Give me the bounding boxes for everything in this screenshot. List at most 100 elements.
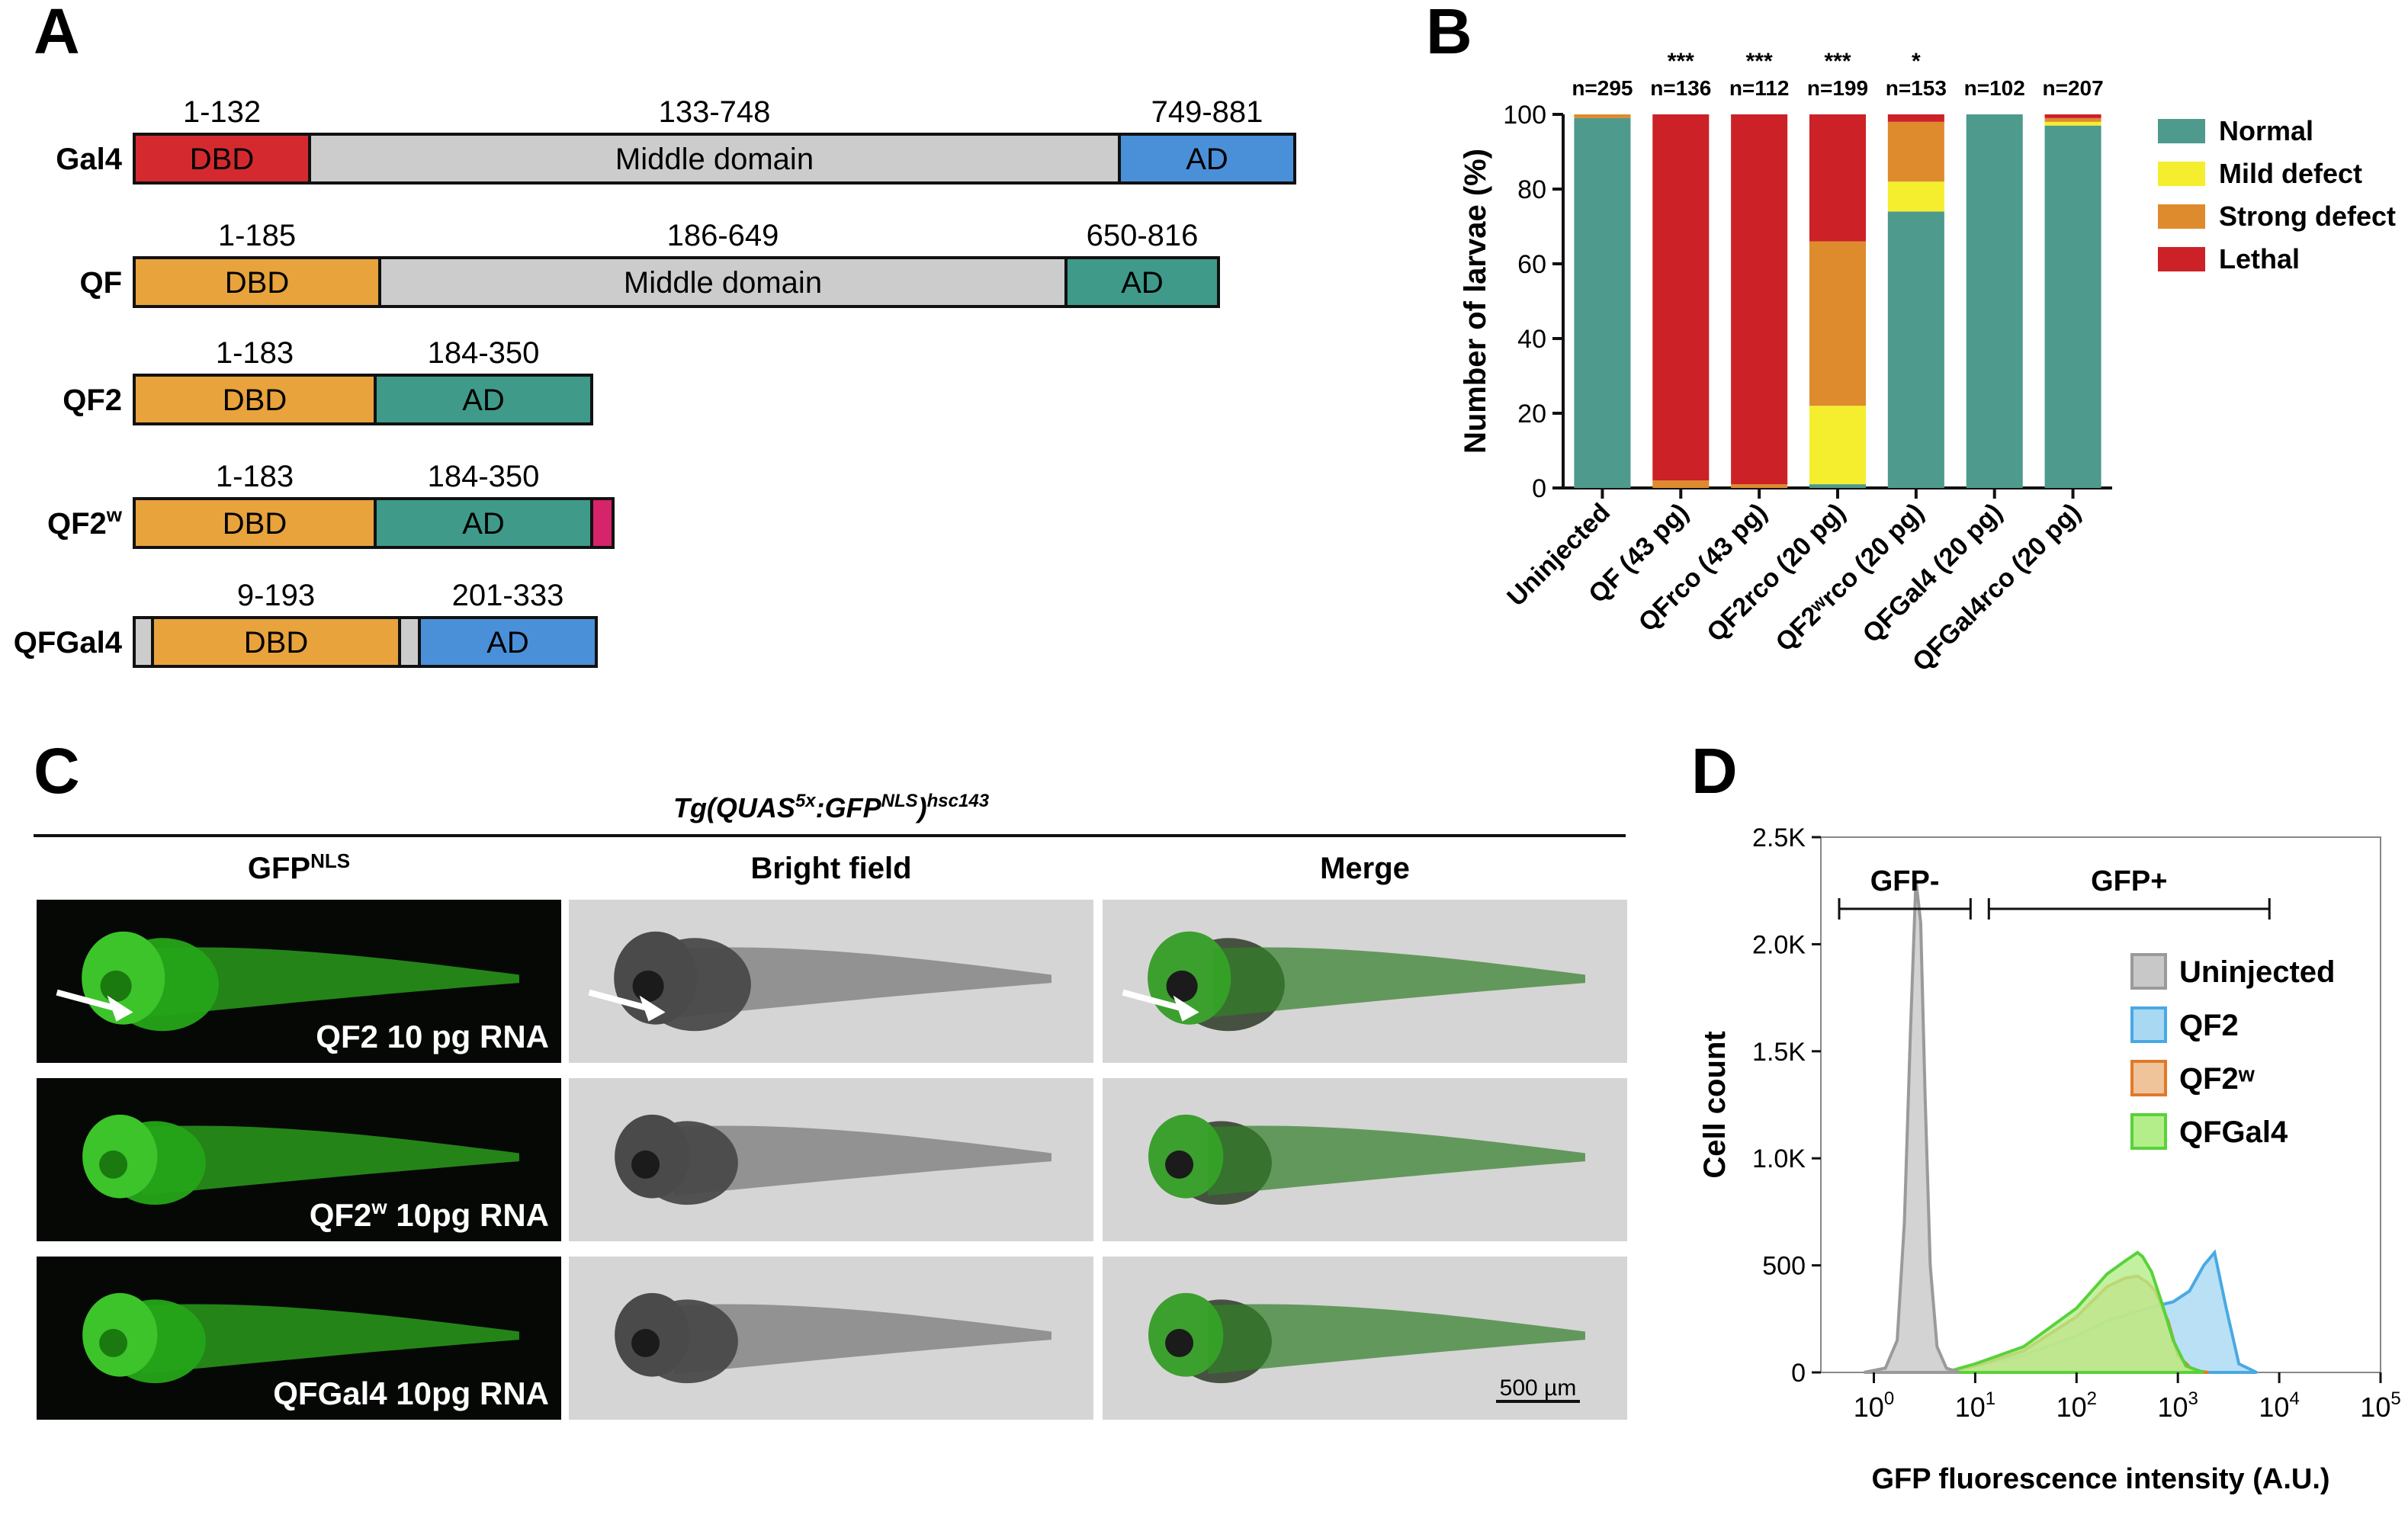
gate-label: GFP+ — [2091, 865, 2167, 897]
x-tick-exp: 4 — [2289, 1388, 2299, 1409]
bar-segment — [2044, 125, 2101, 488]
n-label: n=136 — [1650, 76, 1711, 100]
domain-label: AD — [1186, 143, 1228, 176]
domain-label: Middle domain — [624, 266, 822, 300]
larva-eye — [99, 1328, 128, 1357]
bar-segment — [1731, 114, 1788, 485]
larva-trunk — [1213, 947, 1585, 1018]
bar-segment — [2044, 117, 2101, 122]
row-label-pre: QF2 — [316, 1019, 378, 1054]
row-label-sup: w — [371, 1196, 387, 1218]
n-label: n=112 — [1729, 76, 1790, 100]
domain-segment — [374, 374, 593, 425]
arrow-head — [1173, 995, 1199, 1022]
larva-shape — [588, 931, 1051, 1032]
larva-trunk-gfp — [1213, 947, 1585, 1018]
significance-label: *** — [1746, 49, 1773, 74]
bar-segment — [1809, 241, 1867, 406]
larva-shape — [82, 1292, 519, 1384]
domain-segment — [133, 374, 377, 425]
domain-segment — [378, 256, 1068, 308]
image-tile — [1103, 1257, 1627, 1420]
larva-eye — [1165, 1328, 1194, 1357]
construct-name: QF — [79, 266, 122, 300]
x-tick-base: 10 — [2056, 1391, 2087, 1423]
construct-name: Gal4 — [56, 143, 122, 176]
larva-eye — [632, 970, 664, 1002]
gate-label: GFP- — [1870, 865, 1940, 897]
arrow-shaft — [588, 989, 653, 1013]
domain-segment — [1064, 256, 1220, 308]
image-tile — [1103, 1078, 1627, 1241]
x-tick-label: 102 — [2056, 1388, 2097, 1423]
larva-trunk — [1208, 1125, 1585, 1196]
y-tick-label: 100 — [1503, 101, 1546, 130]
n-label: n=207 — [2042, 76, 2103, 100]
larva-shape — [1148, 1114, 1585, 1205]
domain-segment — [590, 497, 615, 549]
image-tile: QFGal4 10pg RNA — [37, 1257, 561, 1420]
row-label-post: 10pg RNA — [387, 1197, 549, 1233]
y-axis-title: Number of larvae (%) — [1459, 149, 1492, 454]
construct-name: QF2 — [63, 384, 122, 417]
construct-row: Gal4 DBD 1-132 Middle domain 133-748 AD 749-88… — [56, 95, 1296, 185]
domain-segment — [374, 497, 593, 549]
domain-segment — [418, 616, 598, 668]
bar-segment — [1652, 480, 1710, 488]
arrow-shaft — [56, 989, 120, 1013]
domain-segment — [308, 133, 1121, 185]
larva-trunk — [674, 1125, 1051, 1196]
x-tick-exp: 5 — [2390, 1388, 2400, 1409]
domain-range: 9-193 — [237, 579, 315, 612]
legend-swatch — [2158, 247, 2205, 271]
legend-swatch — [2130, 1006, 2167, 1043]
larva-trunk — [142, 1125, 519, 1196]
larva-shape — [56, 931, 519, 1032]
column-header-text: Merge — [1320, 852, 1410, 885]
domain-diagram: Gal4 DBD 1-132 Middle domain 133-748 AD 749-88… — [14, 95, 1296, 668]
y-tick-label: 80 — [1517, 175, 1546, 204]
image-tile — [569, 1257, 1093, 1420]
y-tick-label: 60 — [1517, 250, 1546, 279]
construct-name-text: QFGal4 — [14, 626, 123, 660]
domain-range: 201-333 — [452, 579, 564, 612]
domain-range: 1-183 — [216, 460, 294, 493]
domain-label: DBD — [190, 143, 254, 176]
larva-shape — [1122, 931, 1585, 1032]
legend-label: Lethal — [2219, 243, 2300, 274]
scale-bar-label: 500 µm — [1500, 1375, 1577, 1401]
larva-trunk — [1208, 1304, 1585, 1375]
legend-swatch — [2130, 953, 2167, 990]
n-label: n=295 — [1572, 76, 1633, 100]
domain-range: 1-132 — [183, 95, 261, 129]
bar-segment — [1809, 114, 1867, 242]
arrow-head — [639, 995, 666, 1022]
construct-name-text: Gal4 — [56, 143, 122, 176]
bar-segment — [1887, 181, 1944, 212]
bar-segment — [2044, 121, 2101, 126]
x-tick-base: 10 — [2360, 1391, 2390, 1423]
legend-swatch — [2130, 1060, 2167, 1096]
column-header-text: Bright field — [750, 852, 911, 885]
transgene-title: Tg(QUAS5x:GFPNLS)hsc143 — [673, 791, 990, 823]
x-tick-label: 101 — [1955, 1388, 1995, 1423]
row-label: QFGal4 10pg RNA — [273, 1375, 549, 1411]
panel-c-letter: C — [34, 735, 80, 807]
larva-trunk — [679, 947, 1051, 1018]
construct-name: QF2w — [47, 503, 123, 541]
n-label: n=199 — [1807, 76, 1868, 100]
x-tick-base: 10 — [1854, 1391, 1884, 1423]
domain-range: 1-183 — [216, 336, 294, 370]
larva-shape — [82, 1114, 519, 1205]
x-tick-label: 105 — [2360, 1388, 2400, 1423]
arrow-shaft — [1122, 989, 1186, 1013]
row-label-pre: QFGal4 — [273, 1375, 387, 1411]
legend-label: QF2ʷ — [2179, 1062, 2255, 1096]
construct-row: QF2 DBD 1-183 AD 184-350 — [63, 336, 593, 425]
larva-shape — [615, 1292, 1051, 1384]
image-tile — [569, 900, 1093, 1063]
